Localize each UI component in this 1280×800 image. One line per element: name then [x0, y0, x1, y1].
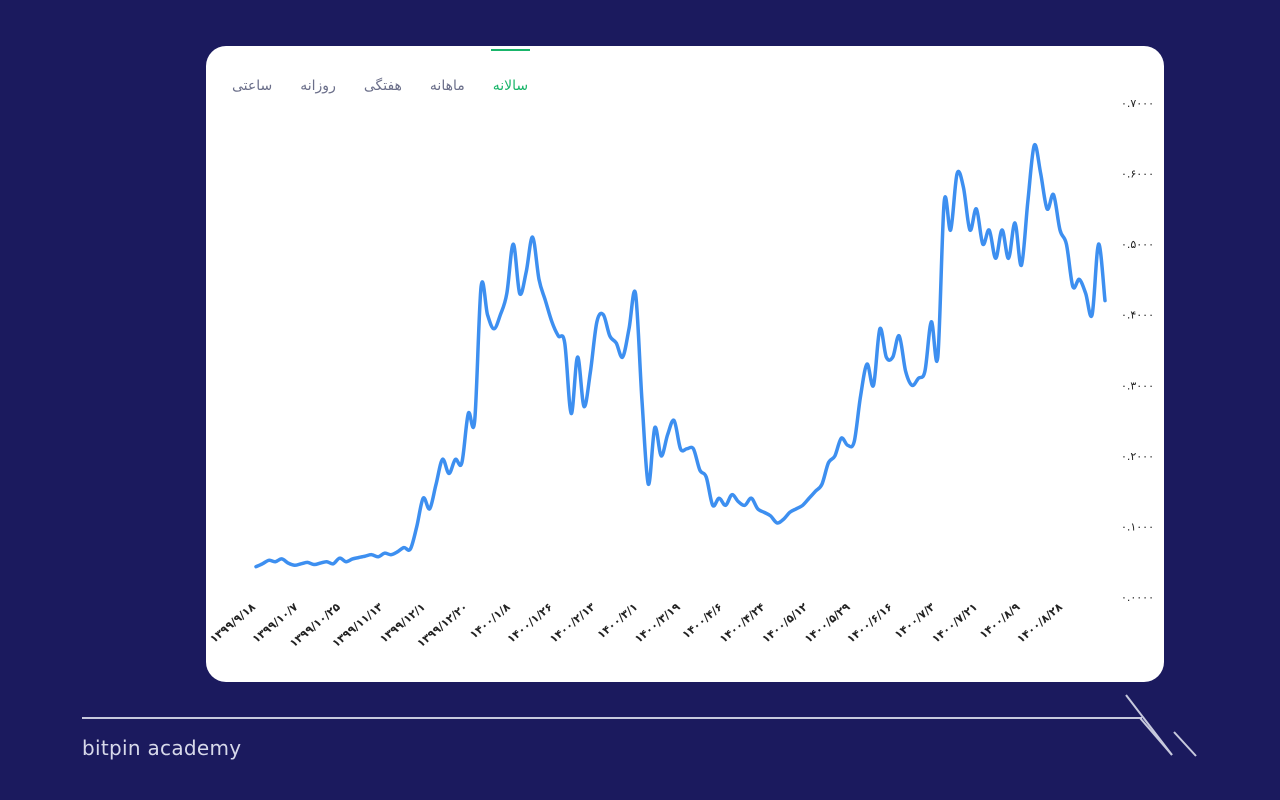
y-tick-label: ۰.۰۰۰۰: [1121, 591, 1154, 604]
tab-daily[interactable]: روزانه: [300, 78, 336, 94]
x-tick-label: ۱۳۹۹/۹/۱۸: [207, 600, 258, 646]
x-tick-label: ۱۴۰۰/۷/۲۱: [929, 600, 980, 645]
x-tick-label: ۱۴۰۰/۵/۲۹: [802, 600, 853, 646]
footer-divider: [82, 717, 1142, 719]
tab-monthly[interactable]: ماهانه: [429, 78, 465, 94]
timeframe-tabs: ساعتی روزانه هفتگی ماهانه سالانه: [230, 49, 531, 98]
x-tick-label: ۱۴۰۰/۶/۱۶: [845, 600, 896, 645]
tab-weekly[interactable]: هفتگی: [363, 78, 402, 94]
tab-hourly[interactable]: ساعتی: [232, 78, 273, 94]
price-line-chart: ۰.۰۰۰۰ ۰.۱۰۰۰ ۰.۲۰۰۰ ۰.۳۰۰۰ ۰.۴۰۰۰ ۰.۵۰۰۰ ۰.۶۰…: [207, 97, 1154, 650]
y-axis: ۰.۰۰۰۰ ۰.۱۰۰۰ ۰.۲۰۰۰ ۰.۳۰۰۰ ۰.۴۰۰۰ ۰.۵۰۰۰ ۰.۶۰…: [1121, 97, 1154, 604]
x-tick-label: ۱۴۰۰/۱/۲۶: [505, 600, 556, 645]
chart-card: ساعتی روزانه هفتگی ماهانه سالانه ۰.۰۰۰۰ ۰…: [206, 46, 1164, 682]
x-tick-label: ۱۴۰۰/۲/۱۳: [547, 600, 598, 646]
y-tick-label: ۰.۶۰۰۰: [1121, 168, 1154, 181]
tab-yearly[interactable]: سالانه: [490, 49, 531, 98]
x-tick-label: ۱۴۰۰/۵/۱۲: [760, 600, 811, 646]
x-axis: ۱۳۹۹/۹/۱۸۱۳۹۹/۱۰/۷۱۳۹۹/۱۰/۲۵۱۳۹۹/۱۱/۱۳۱۳…: [207, 600, 1065, 650]
y-tick-label: ۰.۴۰۰۰: [1121, 309, 1154, 322]
y-tick-label: ۰.۵۰۰۰: [1121, 238, 1154, 251]
y-tick-label: ۰.۱۰۰۰: [1121, 520, 1154, 533]
x-tick-label: ۱۴۰۰/۸/۲۸: [1014, 600, 1065, 646]
y-tick-label: ۰.۲۰۰۰: [1121, 450, 1154, 463]
brand-label: bitpin academy: [82, 736, 242, 760]
y-tick-label: ۰.۷۰۰۰: [1121, 97, 1154, 110]
x-tick-label: ۱۴۰۰/۳/۱۹: [632, 600, 683, 646]
y-tick-label: ۰.۳۰۰۰: [1121, 379, 1154, 392]
x-tick-label: ۱۴۰۰/۴/۲۴: [717, 600, 768, 646]
price-series-line: [254, 142, 1107, 569]
decorative-stripes: [1125, 694, 1197, 757]
plot-area: [254, 142, 1107, 569]
